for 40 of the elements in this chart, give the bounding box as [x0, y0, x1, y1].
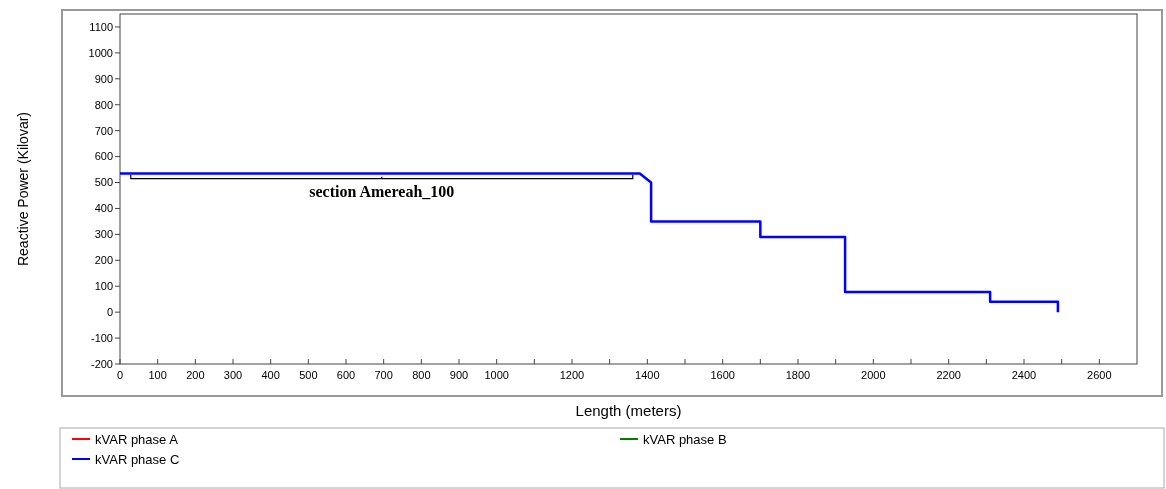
x-tick-label: 1400 [635, 369, 660, 381]
legend-label: kVAR phase B [643, 431, 727, 447]
y-tick-label: 300 [94, 228, 113, 241]
y-axis-title: Reactive Power (Kilovar) [15, 111, 31, 267]
y-tick-label: 1100 [89, 20, 113, 33]
x-tick-label: 300 [223, 369, 243, 381]
y-tick-label: 600 [94, 150, 113, 163]
x-tick-label: 2400 [1011, 369, 1037, 381]
line-series [118, 172, 1060, 314]
x-tick-label: 100 [148, 369, 167, 381]
y-tick-label: 800 [94, 98, 113, 111]
x-tick-label: 1200 [559, 369, 585, 381]
y-tick-label: 200 [94, 254, 113, 267]
y-tick-label: 500 [94, 176, 113, 189]
legend-label: kVAR phase C [95, 451, 180, 467]
y-tick-label: 1000 [88, 46, 113, 59]
x-tick-label: 900 [449, 369, 469, 381]
x-tick-label: 600 [336, 369, 356, 381]
y-tick-label: 900 [94, 72, 113, 85]
x-tick-label: 200 [186, 369, 205, 381]
x-tick-label: 1800 [785, 369, 811, 381]
y-tick-label: 0 [106, 306, 113, 318]
y-tick-label: -100 [90, 331, 113, 344]
y-tick-label: 700 [94, 124, 113, 137]
y-tick-label: 400 [94, 202, 113, 215]
y-tick-label: 100 [94, 280, 113, 293]
x-tick-label: 1000 [484, 369, 509, 381]
x-tick-label: 500 [299, 369, 318, 381]
x-tick-label: 700 [374, 369, 393, 381]
x-tick-label: 1600 [710, 369, 735, 381]
x-tick-label: 0 [116, 369, 124, 381]
legend-label: kVAR phase A [95, 431, 179, 447]
x-tick-label: 2000 [861, 369, 886, 381]
x-tick-label: 2600 [1087, 369, 1112, 381]
x-axis-title: Length (meters) [575, 402, 682, 419]
x-tick-label: 2200 [936, 369, 961, 381]
annotation: section Amereah_100 [309, 182, 455, 200]
y-tick-label: -200 [90, 357, 113, 370]
x-tick-label: 400 [261, 369, 280, 381]
x-tick-label: 800 [412, 369, 431, 381]
